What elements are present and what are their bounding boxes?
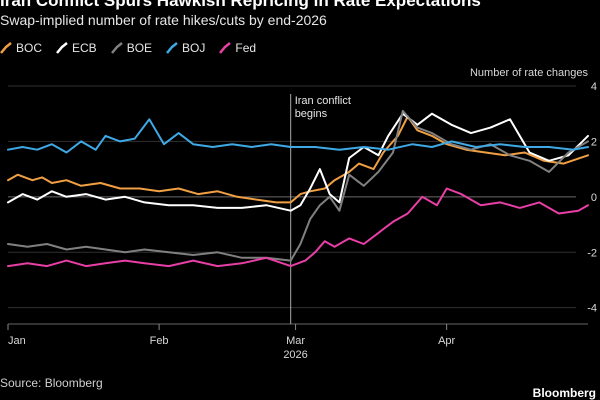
chart-subtitle: Swap-implied number of rate hikes/cuts b…	[0, 12, 327, 28]
y-axis-label: Number of rate changes	[470, 67, 589, 79]
legend-label: ECB	[72, 41, 97, 55]
legend-swatch	[56, 42, 68, 54]
legend-swatch	[110, 42, 123, 54]
series-line-boj	[7, 118, 589, 154]
source-note: Source: Bloomberg	[0, 376, 103, 390]
legend-item-ecb: ECB	[56, 40, 97, 56]
series-line-fed	[7, 187, 589, 268]
series-line-boc	[7, 115, 589, 204]
legend-label: BOC	[16, 41, 43, 55]
x-tick-label: Jan	[8, 335, 26, 347]
y-tick-label: -4	[587, 303, 597, 315]
legend-label: BOJ	[182, 41, 206, 55]
annotation-label: Iran conflict	[295, 95, 351, 107]
x-tick-label: Apr	[438, 335, 455, 347]
legend-item-boe: BOE	[110, 40, 153, 56]
brand-logo: Bloomberg	[532, 386, 596, 400]
x-tick-label: Mar	[286, 335, 305, 347]
legend-item-boj: BOJ	[166, 40, 205, 56]
x-tick-label: Feb	[150, 335, 169, 347]
y-tick-label: 2	[591, 136, 597, 148]
legend-swatch	[166, 42, 178, 54]
y-tick-label: 4	[591, 81, 597, 93]
legend-label: BOE	[126, 41, 153, 55]
y-tick-label: -2	[587, 247, 597, 259]
y-tick-label: 0	[591, 192, 597, 204]
series-line-boe	[7, 109, 589, 262]
legend-swatch	[219, 42, 232, 54]
annotation-label: begins	[295, 108, 328, 120]
series-line-ecb	[7, 112, 589, 212]
legend-label: Fed	[235, 41, 257, 55]
x-axis-year-label: 2026	[283, 349, 307, 361]
legend-item-fed: Fed	[219, 40, 256, 56]
chart-title: Iran Conflict Spurs Hawkish Repricing in…	[0, 0, 481, 10]
legend-swatch	[0, 42, 12, 54]
chart-legend: BOC ECB BOE BOJ Fed	[0, 40, 256, 56]
legend-item-boc: BOC	[0, 40, 42, 56]
